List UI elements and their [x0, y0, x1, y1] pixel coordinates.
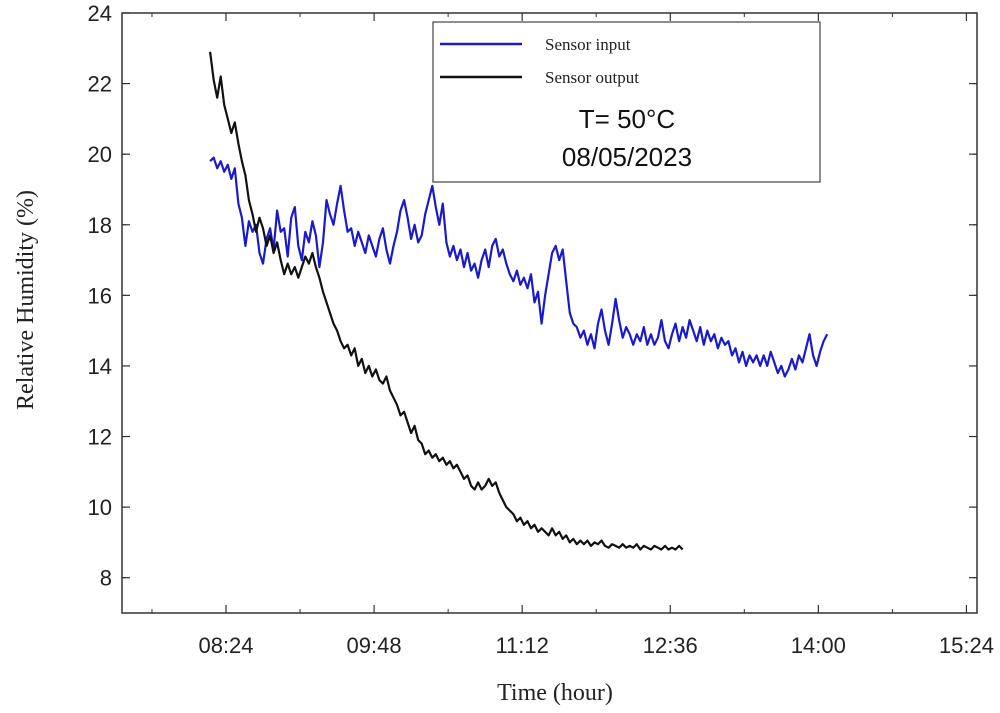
x-axis-title: Time (hour): [497, 680, 613, 706]
y-tick-label: 18: [88, 213, 112, 238]
y-tick-label: 20: [88, 142, 112, 167]
y-tick-label: 16: [88, 283, 112, 308]
y-tick-label: 24: [88, 1, 112, 26]
y-tick-label: 22: [88, 72, 112, 97]
series-line-sensor-input: [209, 156, 829, 378]
annotation-date: 08/05/2023: [562, 142, 692, 172]
legend-label-output: Sensor output: [545, 68, 639, 87]
axis-ticks: 8 10 12 14 16 18 20 22 24 08:24 09:48 11:12 12:36 14:…: [88, 1, 994, 658]
y-axis-title: Relative Humidity (%): [13, 190, 39, 410]
x-tick-label: 08:24: [198, 633, 253, 658]
legend-label-input: Sensor input: [545, 35, 631, 54]
y-tick-label: 14: [88, 354, 112, 379]
annotation-temperature: T= 50°C: [579, 104, 675, 134]
series-lines: [209, 51, 829, 551]
x-tick-label: 12:36: [643, 633, 698, 658]
y-tick-label: 12: [88, 425, 112, 450]
series-line-sensor-output: [209, 51, 684, 551]
x-tick-label: 11:12: [495, 633, 548, 658]
x-tick-label: 14:00: [791, 633, 846, 658]
plot-area: [121, 12, 978, 614]
legend-box: [432, 21, 821, 183]
y-tick-label: 10: [88, 495, 112, 520]
x-tick-label: 09:48: [347, 633, 402, 658]
x-tick-label: 15:24: [939, 633, 994, 658]
y-tick-label: 8: [100, 566, 112, 591]
legend: Sensor input Sensor output T= 50°C 08/05…: [432, 21, 821, 183]
